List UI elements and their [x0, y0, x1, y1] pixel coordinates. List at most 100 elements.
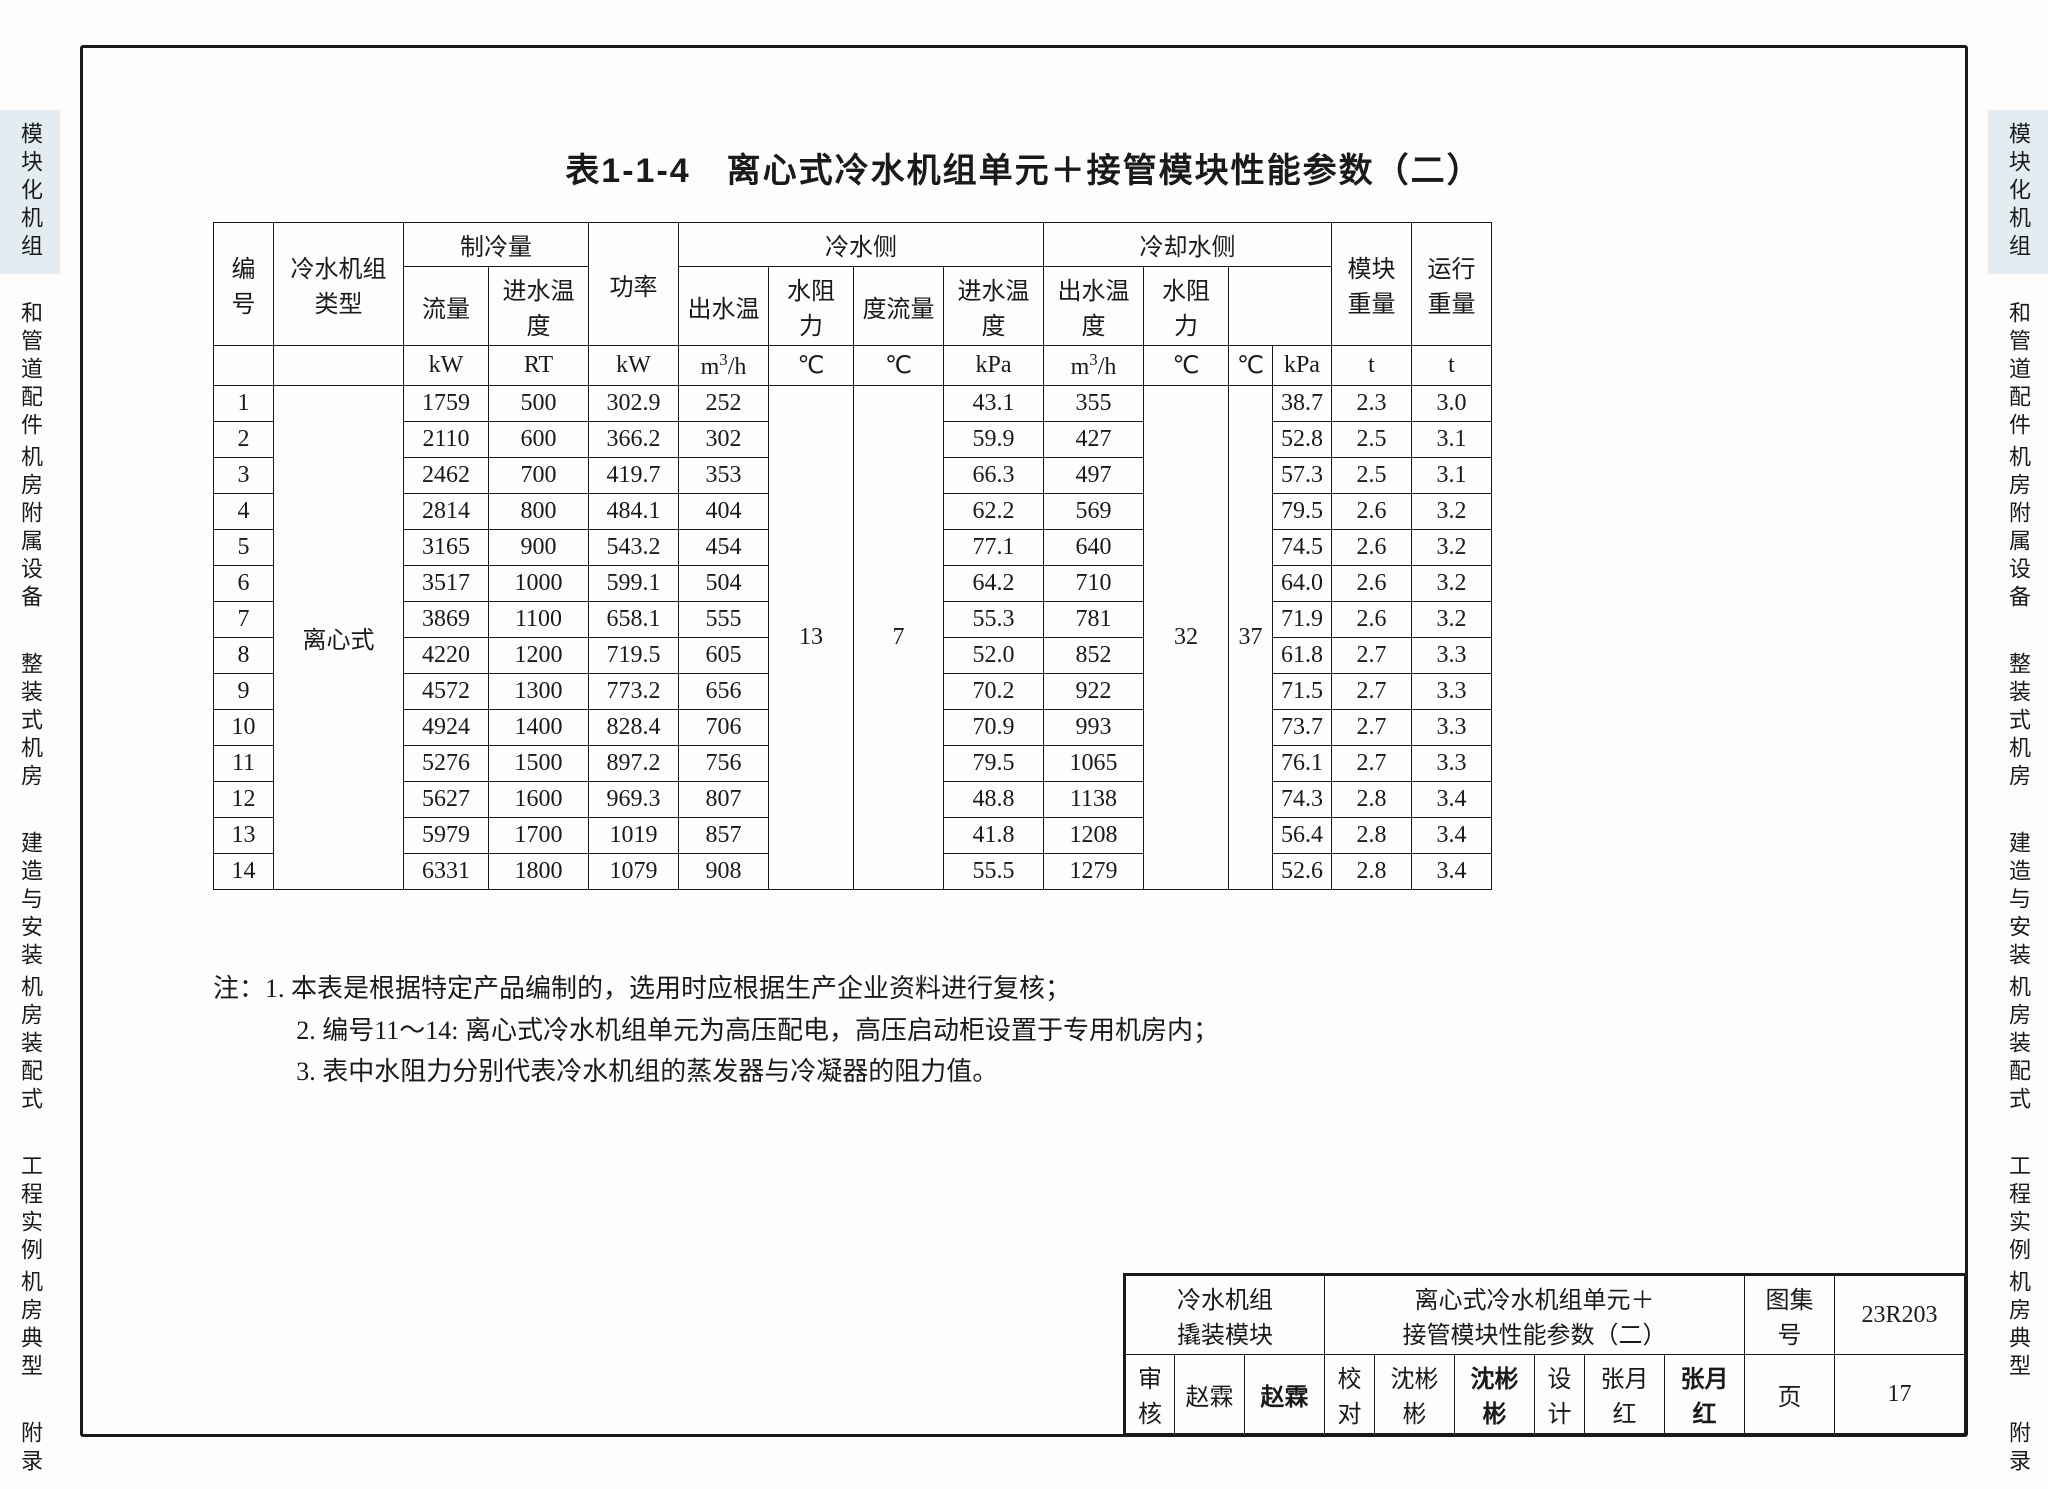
tab-label: 机房典型 [14, 1270, 46, 1382]
tb-atlas-val: 23R203 [1835, 1275, 1965, 1355]
cell: 3.3 [1411, 638, 1491, 674]
cell-idx: 11 [214, 746, 274, 782]
notes-block: 注：1. 本表是根据特定产品编制的，选用时应根据生产企业资料进行复核； 2. 编… [213, 968, 1219, 1093]
cell: 79.5 [944, 746, 1044, 782]
note-1: 1. 本表是根据特定产品编制的，选用时应根据生产企业资料进行复核； [265, 974, 1071, 1003]
cell: 56.4 [1272, 818, 1331, 854]
cell: 2.7 [1331, 638, 1411, 674]
cell: 77.1 [944, 530, 1044, 566]
tb-design: 设计 [1535, 1355, 1585, 1434]
tb-title-1: 离心式冷水机组单元＋ [1335, 1280, 1734, 1315]
cell: 555 [679, 602, 769, 638]
cell: 52.0 [944, 638, 1044, 674]
cell-idx: 9 [214, 674, 274, 710]
cell: 55.3 [944, 602, 1044, 638]
col-in-temp: 进水温度 [489, 267, 589, 346]
cell: 41.8 [944, 818, 1044, 854]
col-flow: 流量 [404, 267, 489, 346]
tb-audit-name: 赵霖 [1175, 1355, 1245, 1434]
cell-cool-in: 32 [1144, 386, 1229, 890]
cell: 1000 [489, 566, 589, 602]
cell: 773.2 [589, 674, 679, 710]
cell: 710 [1044, 566, 1144, 602]
cell: 404 [679, 494, 769, 530]
cell: 1759 [404, 386, 489, 422]
cell: 353 [679, 458, 769, 494]
tab-label: 建造与安装 [14, 831, 46, 971]
unit: ℃ [854, 346, 944, 386]
tab-label: 和管道配件 [2002, 301, 2034, 441]
tab-label: 和管道配件 [14, 301, 46, 441]
tab-label: 机房附属设备 [2002, 445, 2034, 613]
cell-cold-out: 7 [854, 386, 944, 890]
cell-idx: 4 [214, 494, 274, 530]
tab-construction[interactable]: 建造与安装 机房装配式 [0, 819, 60, 1127]
tb-audit: 审核 [1125, 1355, 1175, 1434]
cell: 3.2 [1411, 530, 1491, 566]
cell: 70.9 [944, 710, 1044, 746]
cell: 3.1 [1411, 422, 1491, 458]
tab-appendix[interactable]: 附录 [1988, 1409, 2048, 1489]
cell: 38.7 [1272, 386, 1331, 422]
unit: ℃ [769, 346, 854, 386]
tb-check-sig: 沈彬彬 [1455, 1355, 1535, 1434]
tb-design-sig: 张月红 [1665, 1355, 1745, 1434]
cell: 3165 [404, 530, 489, 566]
cell: 64.0 [1272, 566, 1331, 602]
tb-module-1: 冷水机组 [1136, 1280, 1314, 1315]
tab-packaged[interactable]: 整装式机房 [0, 640, 60, 804]
note-3: 3. 表中水阻力分别代表冷水机组的蒸发器与冷凝器的阻力值。 [213, 1051, 1219, 1093]
cell: 419.7 [589, 458, 679, 494]
cell: 857 [679, 818, 769, 854]
cell: 2.8 [1331, 818, 1411, 854]
cell: 500 [489, 386, 589, 422]
tab-packaged[interactable]: 整装式机房 [1988, 640, 2048, 804]
tab-label: 工程实例 [2002, 1154, 2034, 1266]
cell: 1800 [489, 854, 589, 890]
cell: 302 [679, 422, 769, 458]
cell: 3.2 [1411, 494, 1491, 530]
cell: 52.6 [1272, 854, 1331, 890]
cell: 756 [679, 746, 769, 782]
tab-equipment[interactable]: 和管道配件 机房附属设备 [0, 289, 60, 625]
tab-equipment[interactable]: 和管道配件 机房附属设备 [1988, 289, 2048, 625]
cell: 2.6 [1331, 530, 1411, 566]
note-2: 2. 编号11～14: 离心式冷水机组单元为高压配电，高压启动柜设置于专用机房内… [213, 1010, 1219, 1052]
unit: t [1331, 346, 1411, 386]
cell: 600 [489, 422, 589, 458]
cell: 61.8 [1272, 638, 1331, 674]
unit: kW [404, 346, 489, 386]
unit: m3/h [679, 346, 769, 386]
cell: 569 [1044, 494, 1144, 530]
tab-cases[interactable]: 工程实例 机房典型 [1988, 1142, 2048, 1394]
cell: 605 [679, 638, 769, 674]
cell: 852 [1044, 638, 1144, 674]
tab-module[interactable]: 模块化机组 [0, 110, 60, 274]
cell: 3.3 [1411, 710, 1491, 746]
tab-label: 机房装配式 [2002, 975, 2034, 1115]
unit: kW [589, 346, 679, 386]
cell: 302.9 [589, 386, 679, 422]
cell: 993 [1044, 710, 1144, 746]
col-power: 功率 [589, 223, 679, 346]
unit: RT [489, 346, 589, 386]
cell-type: 离心式 [274, 386, 404, 890]
cell: 2.7 [1331, 746, 1411, 782]
drawing-frame: 表1-1-4 离心式冷水机组单元＋接管模块性能参数（二） 编号 冷水机组类型 制… [80, 45, 1968, 1437]
col-mod-weight: 模块重量 [1331, 223, 1411, 346]
cell: 1700 [489, 818, 589, 854]
cell: 454 [679, 530, 769, 566]
table-title: 表1-1-4 离心式冷水机组单元＋接管模块性能参数（二） [83, 143, 1965, 192]
tab-module[interactable]: 模块化机组 [1988, 110, 2048, 274]
col-out-temp: 出水温 [679, 267, 769, 346]
cell: 62.2 [944, 494, 1044, 530]
unit: ℃ [1144, 346, 1229, 386]
cell: 1138 [1044, 782, 1144, 818]
cell: 64.2 [944, 566, 1044, 602]
tab-construction[interactable]: 建造与安装 机房装配式 [1988, 819, 2048, 1127]
tab-cases[interactable]: 工程实例 机房典型 [0, 1142, 60, 1394]
tab-appendix[interactable]: 附录 [0, 1409, 60, 1489]
tab-label: 机房典型 [2002, 1270, 2034, 1382]
col-res2: 水阻力 [1144, 267, 1229, 346]
cell: 73.7 [1272, 710, 1331, 746]
